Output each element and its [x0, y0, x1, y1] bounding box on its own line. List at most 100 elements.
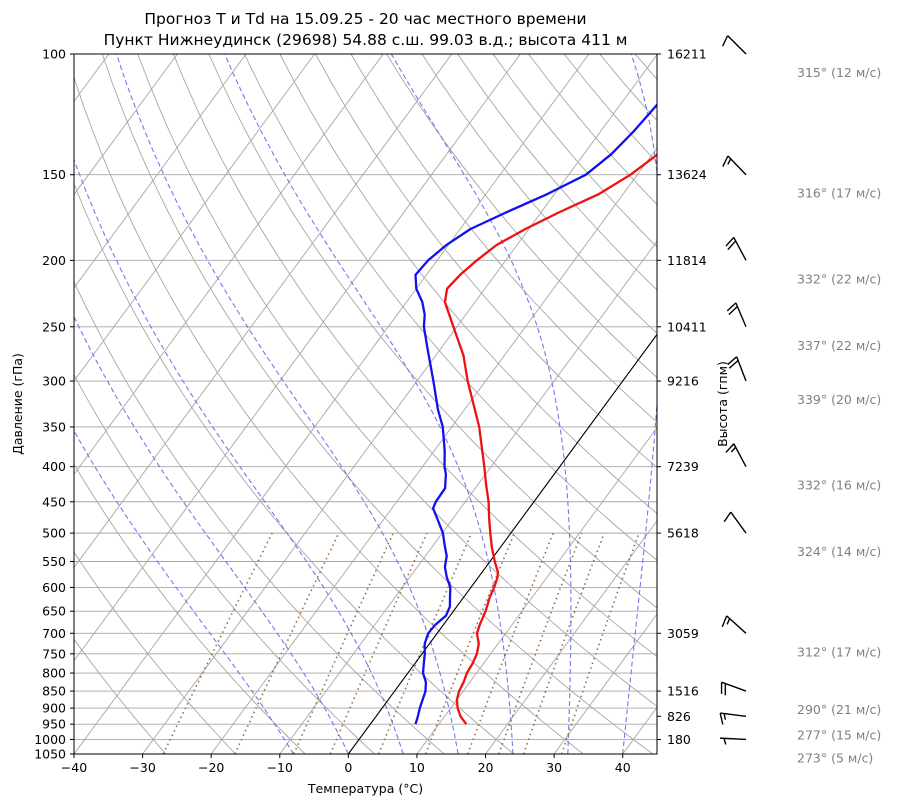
x-tick-label: 20 [478, 760, 494, 775]
y-tick-label: 850 [42, 684, 66, 699]
wind-barb-flag [723, 511, 732, 523]
wind-barb-staff [733, 237, 747, 261]
isotherm-line [74, 54, 178, 196]
y-tick-label: 700 [42, 626, 66, 641]
wind-panel: 315° (12 м/с) 316° (17 м/с) 332° (22 м/с) 3… [719, 35, 881, 765]
y-tick-label: 1000 [34, 732, 66, 747]
isotherm-line [74, 54, 384, 476]
mixing-ratio-line [329, 532, 428, 754]
dry-adiabat-line [350, 54, 657, 423]
wind-barb-staff [736, 356, 747, 382]
isotherm-line [210, 147, 657, 754]
isotherm-grid [74, 54, 657, 754]
moist-adiabat-line [224, 54, 514, 754]
sounding-series [414, 103, 657, 725]
wind-barb [722, 155, 747, 176]
wind-barb-flag [727, 356, 738, 365]
x-tick-label: 0 [344, 760, 352, 775]
wind-label: 332° (22 м/с) [797, 271, 881, 286]
dry-adiabat-line [208, 54, 657, 609]
mixing-ratio-line [424, 532, 516, 754]
series-line-td [414, 103, 657, 725]
wind-barb-staff [726, 615, 747, 634]
isotherm-line [553, 613, 657, 754]
moist-adiabat-line [115, 54, 459, 754]
wind-label: 316° (17 м/с) [797, 186, 881, 201]
zero-isotherm-line [347, 333, 657, 754]
wind-barb [721, 615, 747, 634]
isotherm-line [142, 54, 657, 754]
y-tick-label: 450 [42, 494, 66, 509]
x-tick-label: −20 [198, 760, 224, 775]
wind-label: 315° (12 м/с) [797, 65, 881, 80]
dry-adiabat-line [101, 54, 654, 754]
isotherm-line [74, 54, 590, 754]
wind-label: 273° (5 м/с) [797, 750, 873, 765]
wind-barb-flag [721, 615, 728, 628]
isotherm-line [74, 54, 521, 662]
isotherm-line [74, 54, 453, 569]
wind-barb [722, 35, 747, 55]
height-axis-ticks: 16211 13624 11814 10411 9216 7239 5618 3059 1516… [657, 47, 707, 747]
wind-barb [725, 236, 747, 261]
zero-isotherm [347, 333, 657, 754]
y-tick-label: 1050 [34, 747, 66, 762]
moist-adiabat-line [74, 315, 349, 754]
wind-barb-flag [724, 683, 727, 696]
isotherm-line [416, 426, 657, 754]
y-tick-label: 200 [42, 253, 66, 268]
plot-area [74, 54, 657, 754]
height-tick-label: 3059 [667, 626, 699, 641]
y-tick-label: 950 [42, 717, 66, 732]
isotherm-line [485, 520, 657, 754]
dry-adiabat-line [74, 280, 445, 754]
dry-adiabat-line [74, 638, 167, 754]
x-tick-label: −40 [61, 760, 87, 775]
isotherm-line [74, 54, 315, 382]
dry-adiabats [74, 54, 657, 754]
wind-label: 337° (22 м/с) [797, 338, 881, 353]
chart-title-line1: Прогноз T и Td на 15.09.25 - 20 час мест… [144, 10, 586, 28]
wind-barb-staff [730, 511, 747, 534]
wind-barb [723, 511, 747, 534]
height-tick-label: 9216 [667, 374, 699, 389]
height-tick-label: 11814 [667, 253, 707, 268]
dry-adiabat-line [74, 551, 236, 754]
dry-adiabat-line [172, 54, 657, 658]
x-tick-label: 10 [409, 760, 425, 775]
y-axis-ticks: 100 150 200 250 300 350 400 450 500 550 600 650 700 7… [34, 47, 74, 762]
mixing-ratio-line [162, 532, 273, 754]
y-tick-label: 800 [42, 666, 66, 681]
x-tick-label: −30 [129, 760, 155, 775]
moist-adiabat-line [74, 158, 404, 754]
mixing-ratio-line [234, 532, 340, 754]
y-tick-label: 300 [42, 374, 66, 389]
height-tick-label: 7239 [667, 459, 699, 474]
isobar-grid [74, 54, 657, 754]
y-tick-label: 750 [42, 646, 66, 661]
height-tick-label: 13624 [667, 167, 707, 182]
dry-adiabat-line [315, 54, 657, 469]
wind-barb-flag [725, 443, 735, 453]
mixing-ratio-lines [162, 532, 640, 754]
y-tick-label: 600 [42, 580, 66, 595]
height-tick-label: 5618 [667, 526, 699, 541]
wind-label: 332° (16 м/с) [797, 478, 881, 493]
moist-adiabat-line [74, 429, 294, 754]
wind-barb [719, 712, 747, 725]
wind-barb-half-flag [723, 713, 727, 720]
wind-label: 277° (15 м/с) [797, 727, 881, 742]
wind-barb-flag [727, 240, 737, 251]
dry-adiabat-line [74, 373, 376, 754]
height-tick-label: 16211 [667, 47, 707, 62]
wind-barb [719, 737, 747, 745]
wind-barb-staff [727, 35, 747, 55]
moist-adiabat-line [622, 54, 657, 754]
wind-barb [725, 443, 747, 468]
wind-barb-flag [719, 712, 724, 725]
dry-adiabat-line [137, 54, 657, 707]
dry-adiabat-line [74, 75, 584, 754]
mixing-ratio-line [522, 532, 605, 754]
wind-barb-half-flag [730, 446, 737, 453]
